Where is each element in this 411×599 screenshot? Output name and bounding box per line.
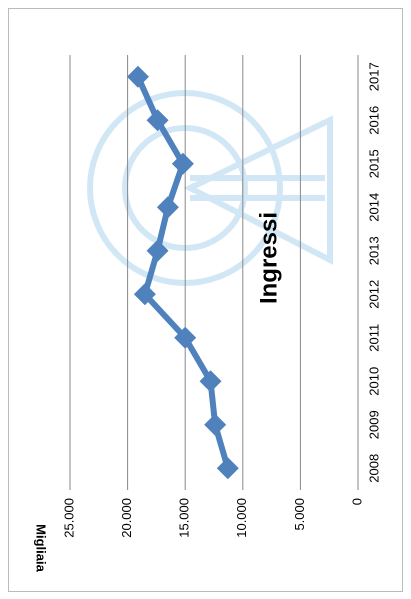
chart-title: Ingressi [255,212,282,304]
y-tick-label: 10.000 [234,498,249,538]
marker [146,239,169,262]
marker [133,283,156,306]
marker [216,457,239,480]
marker [174,326,197,349]
plot: Ingressi 0 5.000 10.000 15.000 20.000 25.000 2… [61,55,381,538]
y-tick-label: 5.000 [292,498,307,531]
x-tick-label: 2011 [366,324,381,352]
x-tick-label: 2015 [366,149,381,178]
x-tick-label: 2009 [366,410,381,439]
line [135,75,231,470]
marker [204,413,227,436]
x-tick-label: 2016 [366,106,381,135]
y-tick-label: 15.000 [177,498,192,538]
x-tick-label: 2012 [366,280,381,309]
y-axis-title: Migliaia [34,524,49,572]
x-tick-label: 2017 [366,62,381,91]
x-tick-label: 2010 [366,367,381,396]
x-tick-label: 2014 [366,193,381,222]
y-tick-label: 25.000 [61,498,76,538]
marker [146,109,169,132]
y-tick-label: 20.000 [119,498,134,538]
y-tick-label: 0 [349,498,364,505]
x-tick-label: 2013 [366,236,381,265]
marker [126,65,149,88]
marker [199,370,222,393]
marker [171,152,194,175]
x-tick-label: 2008 [366,454,381,483]
marker [156,196,179,219]
chart-border [8,8,403,592]
